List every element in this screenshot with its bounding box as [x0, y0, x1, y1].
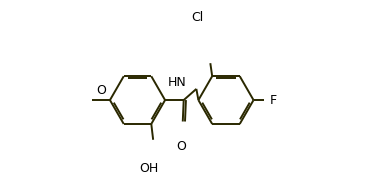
Text: F: F [270, 94, 277, 107]
Text: OH: OH [139, 162, 158, 175]
Text: HN: HN [168, 76, 186, 89]
Text: Cl: Cl [191, 11, 204, 24]
Text: O: O [176, 140, 186, 153]
Text: O: O [96, 84, 106, 97]
